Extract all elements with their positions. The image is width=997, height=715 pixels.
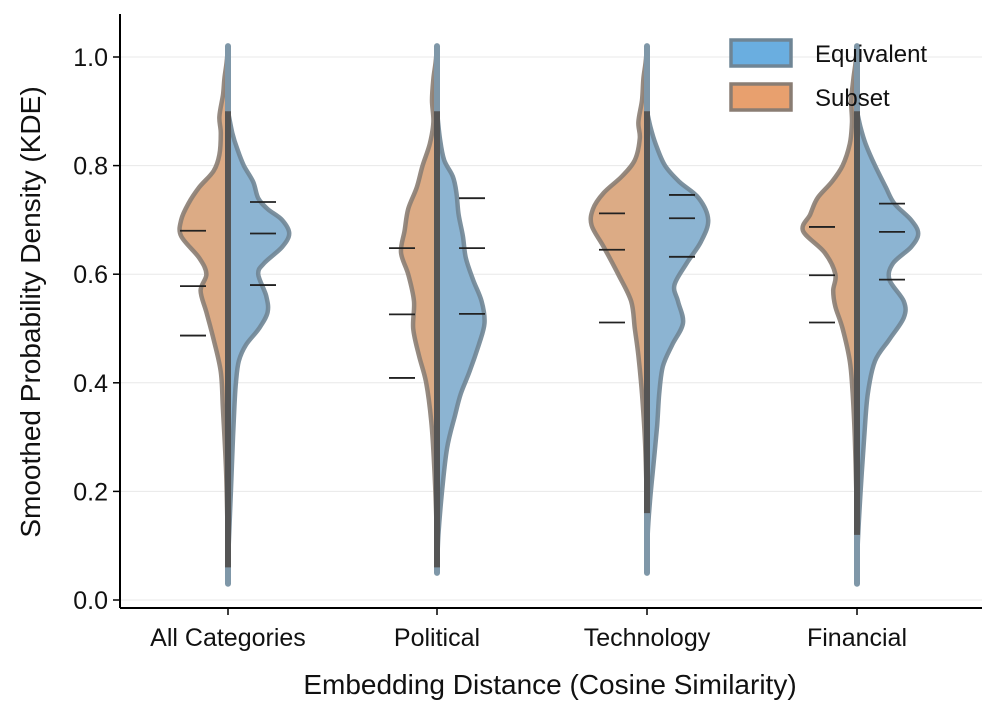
gridlines [120, 56, 982, 601]
violin-equivalent-financial [854, 109, 921, 586]
violin-subset-financial [800, 43, 860, 538]
y-tick-label-3: 0.6 [73, 261, 108, 289]
legend-label-subset: Subset [815, 85, 890, 112]
legend: Equivalent Subset [729, 38, 927, 112]
violin-equivalent-political [434, 109, 487, 576]
x-tick-label-0: All Categories [150, 624, 306, 652]
y-tick-label-4: 0.8 [73, 153, 108, 181]
axes [119, 14, 982, 609]
legend-swatch-subset [729, 82, 793, 112]
legend-label-equivalent: Equivalent [815, 41, 927, 68]
violin-subset-technology [588, 43, 650, 516]
y-tick-label-2: 0.4 [73, 370, 108, 398]
x-axis-title: Embedding Distance (Cosine Similarity) [303, 669, 796, 700]
violins [177, 43, 921, 587]
y-axis-title: Smoothed Probability Density (KDE) [15, 86, 46, 537]
x-tick-label-3: Financial [807, 624, 907, 652]
x-tick-label-2: Technology [584, 624, 711, 652]
y-tick-label-5: 1.0 [73, 44, 108, 72]
legend-swatch-equivalent [729, 38, 793, 68]
violin-equivalent-all-categories [225, 109, 292, 586]
x-tick-label-1: Political [394, 624, 480, 652]
y-tick-label-1: 0.2 [73, 478, 108, 506]
violin-subset-all-categories [177, 43, 231, 570]
violin-equivalent-technology [644, 109, 711, 576]
ticks: 0.0 0.2 0.4 0.6 0.8 1.0 All Categories Politica… [73, 44, 907, 652]
violin-subset-political [398, 43, 440, 570]
y-tick-label-0: 0.0 [73, 587, 108, 615]
